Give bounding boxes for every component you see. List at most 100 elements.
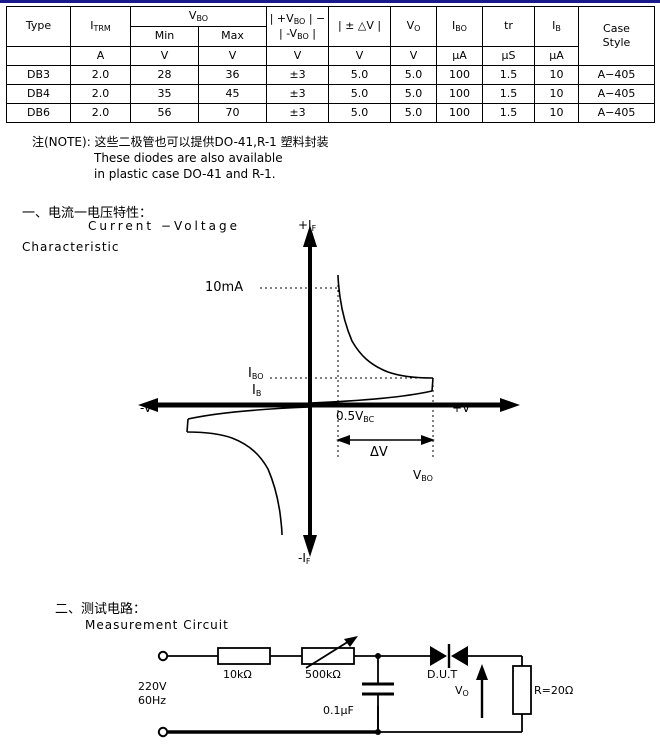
label-delta-v: ΔV (370, 445, 388, 460)
terminal-bottom (157, 726, 169, 738)
y-axis (303, 225, 317, 557)
top-blue-rule (0, 0, 660, 3)
cell-case: A−405 (578, 103, 655, 123)
cell-ibo: 100 (436, 103, 483, 123)
col-header-ibo: IBO (436, 6, 483, 47)
cell-tr: 1.5 (482, 65, 535, 85)
iv-characteristic-graph: +IF -IF +V -V 10mA IBO IB 0.5VBC ΔV VBO (120, 215, 540, 575)
cell-itrm: 2.0 (70, 103, 131, 123)
col-header-vbo-diff: | +VBO | − | -VBO | (266, 6, 329, 47)
cell-vbo-min: 56 (130, 103, 199, 123)
dut-label: D.U.T (427, 668, 458, 681)
unit-itrm: A (70, 46, 131, 66)
iv-curve-negative (186, 406, 311, 536)
variable-arrow-icon (305, 636, 358, 669)
section1-heading-en-line2: Characteristic (22, 240, 120, 254)
cell-case: A−405 (578, 65, 655, 85)
note-line-3: in plastic case DO-41 and R-1. (94, 167, 276, 181)
delta-v-arrow-right (421, 435, 435, 445)
resistor-500k-label: 500kΩ (305, 668, 341, 681)
col-header-type-label: Type (25, 19, 52, 33)
cell-vbo-max: 45 (198, 84, 267, 104)
note-block: 注(NOTE): 这些二极管也可以提供DO-41,R-1 塑料封装 These … (32, 134, 329, 182)
unit-ibo: μA (436, 46, 483, 66)
cell-delta-v: 5.0 (328, 65, 391, 85)
label-10ma: 10mA (205, 280, 244, 295)
axis-label-if-negative: -IF (298, 551, 311, 566)
label-ib: IB (252, 383, 262, 398)
section1-heading-en-line1: Current −Voltage (88, 219, 240, 233)
circuit-svg (157, 636, 532, 738)
resistor-20ohm-symbol (512, 665, 532, 715)
capacitor-symbol (362, 682, 394, 696)
axis-label-v-positive: +V (452, 401, 471, 415)
table-row: DB3 2.0 28 36 ±3 5.0 5.0 100 1.5 10 A−40… (6, 65, 655, 85)
section2-heading-en: Measurement Circuit (85, 618, 229, 632)
cell-vbo-max: 70 (198, 103, 267, 123)
x-axis-arrow-left (138, 398, 158, 412)
iv-curve-positive (309, 274, 434, 404)
unit-vbo-min: V (130, 46, 199, 66)
source-voltage-label: 220V (138, 680, 167, 693)
cell-itrm: 2.0 (70, 84, 131, 104)
cell-vbo-diff: ±3 (266, 84, 329, 104)
cell-type: DB6 (6, 103, 71, 123)
guide-lines (260, 275, 435, 460)
col-header-delta-v: | ± △V | (328, 6, 391, 47)
measurement-circuit-diagram: 220V 60Hz 10kΩ 500kΩ 0.1μF D.U.T VO R=20… (130, 636, 580, 748)
cell-tr: 1.5 (482, 103, 535, 123)
cell-vbo-min: 28 (130, 65, 199, 85)
unit-vo: V (390, 46, 437, 66)
cell-ib: 10 (534, 103, 579, 123)
cell-itrm: 2.0 (70, 65, 131, 85)
col-header-vo: VO (390, 6, 437, 47)
capacitor-label: 0.1μF (323, 704, 354, 717)
unit-delta-v: V (328, 46, 391, 66)
vo-label: VO (455, 684, 469, 698)
cell-ib: 10 (534, 84, 579, 104)
cell-case: A−405 (578, 84, 655, 104)
cell-tr: 1.5 (482, 84, 535, 104)
load-resistor-label: R=20Ω (534, 684, 574, 697)
resistor-10k-label: 10kΩ (223, 668, 252, 681)
units-row: A V V V V V μA μS μA (6, 46, 655, 66)
cell-vo: 5.0 (390, 84, 437, 104)
cell-delta-v: 5.0 (328, 103, 391, 123)
axis-label-v-negative: -V (140, 401, 152, 415)
resistor-500k-symbol (301, 647, 355, 665)
note-line-2: These diodes are also available (94, 151, 283, 165)
delta-v-dimension (336, 435, 435, 445)
x-axis (138, 398, 520, 412)
y-axis-arrow-up (303, 225, 317, 247)
cell-ib: 10 (534, 65, 579, 85)
label-ibo: IBO (248, 366, 264, 381)
cell-ibo: 100 (436, 65, 483, 85)
col-header-type: Type (6, 6, 71, 47)
col-header-case-style: Case Style (578, 6, 655, 66)
cell-type: DB4 (6, 84, 71, 104)
source-frequency-label: 60Hz (138, 694, 167, 707)
table-row: DB4 2.0 35 45 ±3 5.0 5.0 100 1.5 10 A−40… (6, 84, 655, 104)
cell-ibo: 100 (436, 84, 483, 104)
parameter-table: Type ITRM VBO | +VBO | − | -VBO | | ± △V… (6, 6, 655, 123)
label-half-vbo: 0.5VBC (336, 409, 375, 424)
col-header-tr: tr (482, 6, 535, 47)
cell-vbo-min: 35 (130, 84, 199, 104)
iv-graph-svg (138, 225, 520, 557)
unit-type (6, 46, 71, 66)
unit-tr: μS (482, 46, 535, 66)
unit-vbo-max: V (198, 46, 267, 66)
axis-label-if-positive: +IF (298, 218, 317, 233)
resistor-10k-symbol (217, 647, 271, 665)
note-line-1: 注(NOTE): 这些二极管也可以提供DO-41,R-1 塑料封装 (32, 135, 329, 149)
col-header-itrm: ITRM (70, 6, 131, 47)
junction-bottom (375, 729, 381, 735)
vo-arrow-icon (476, 664, 488, 718)
diac-dut-symbol (430, 644, 468, 668)
unit-ib: μA (534, 46, 579, 66)
cell-vbo-diff: ±3 (266, 103, 329, 123)
cell-vbo-diff: ±3 (266, 65, 329, 85)
x-axis-arrow-right (500, 398, 520, 412)
col-header-vbo-min: Min (130, 26, 199, 47)
delta-v-arrow-left (336, 435, 350, 445)
